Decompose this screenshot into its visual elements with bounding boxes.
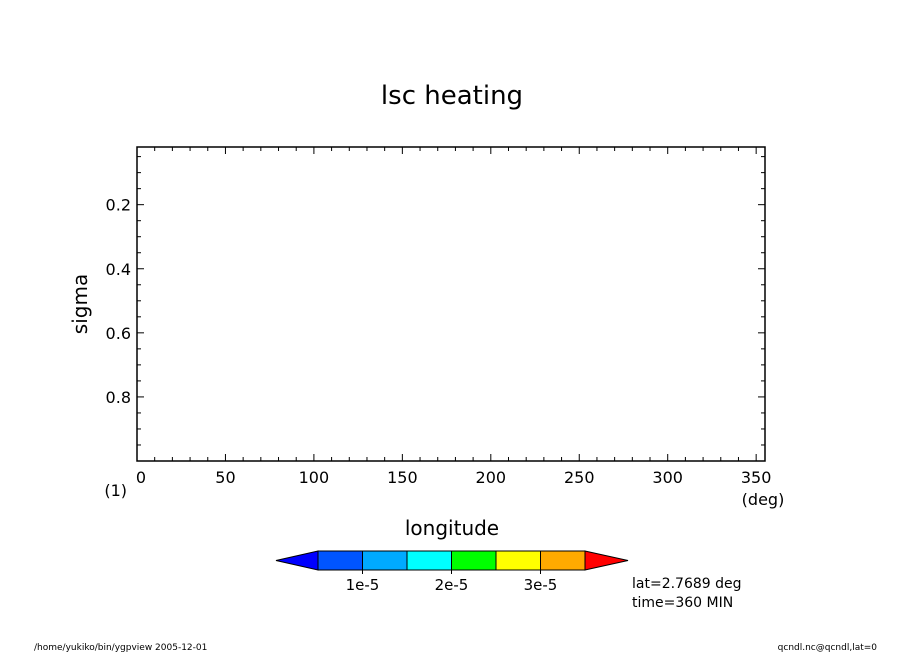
colorbar-label: 1e-5 (346, 576, 380, 594)
colorbar-labels: 1e-5 2e-5 3e-5 (346, 570, 558, 594)
x-axis-label: longitude (405, 516, 499, 540)
colorbar-cell (540, 550, 586, 571)
plot-frame (136, 146, 766, 462)
y-tick-label: 0.6 (106, 324, 131, 343)
y-tick-label: 0.2 (106, 196, 131, 215)
x-tick-label: 150 (387, 468, 418, 487)
x-axis-ticks (136, 147, 757, 461)
colorbar-label: 2e-5 (435, 576, 469, 594)
chart-title: lsc heating (381, 81, 523, 111)
latitude-annotation: lat=2.7689 deg (632, 576, 742, 592)
colorbar-cell (362, 550, 408, 571)
y-tick-label: 0.8 (106, 388, 131, 407)
x-tick-label: 300 (652, 468, 683, 487)
colorbar-low-arrow (275, 550, 319, 571)
y-tick-label: 0.4 (106, 260, 131, 279)
level-marker: (1) (104, 481, 127, 500)
colorbar (275, 550, 629, 571)
colorbar-cell (406, 550, 452, 571)
y-axis-ticks (137, 156, 765, 446)
colorbar-cell (495, 550, 541, 571)
time-annotation: time=360 MIN (632, 595, 733, 611)
colorbar-cell (317, 550, 363, 571)
colorbar-cell (451, 550, 497, 571)
colorbar-label: 3e-5 (524, 576, 558, 594)
x-tick-label: 0 (136, 468, 146, 487)
x-axis-tick-labels: 0 50 100 150 200 250 300 350 (136, 468, 772, 487)
footer-path: /home/yukiko/bin/ygpview 2005-12-01 (34, 643, 207, 653)
x-axis-unit: (deg) (742, 490, 785, 509)
x-tick-label: 200 (476, 468, 507, 487)
x-tick-label: 350 (741, 468, 772, 487)
footer-dataset: qcndl.nc@qcndl,lat=0 (778, 643, 878, 653)
x-tick-label: 100 (299, 468, 330, 487)
x-tick-label: 50 (215, 468, 235, 487)
x-tick-label: 250 (564, 468, 595, 487)
y-axis-tick-labels: 0.2 0.4 0.6 0.8 (106, 196, 131, 407)
colorbar-high-arrow (584, 550, 629, 571)
y-axis-label: sigma (68, 274, 92, 334)
